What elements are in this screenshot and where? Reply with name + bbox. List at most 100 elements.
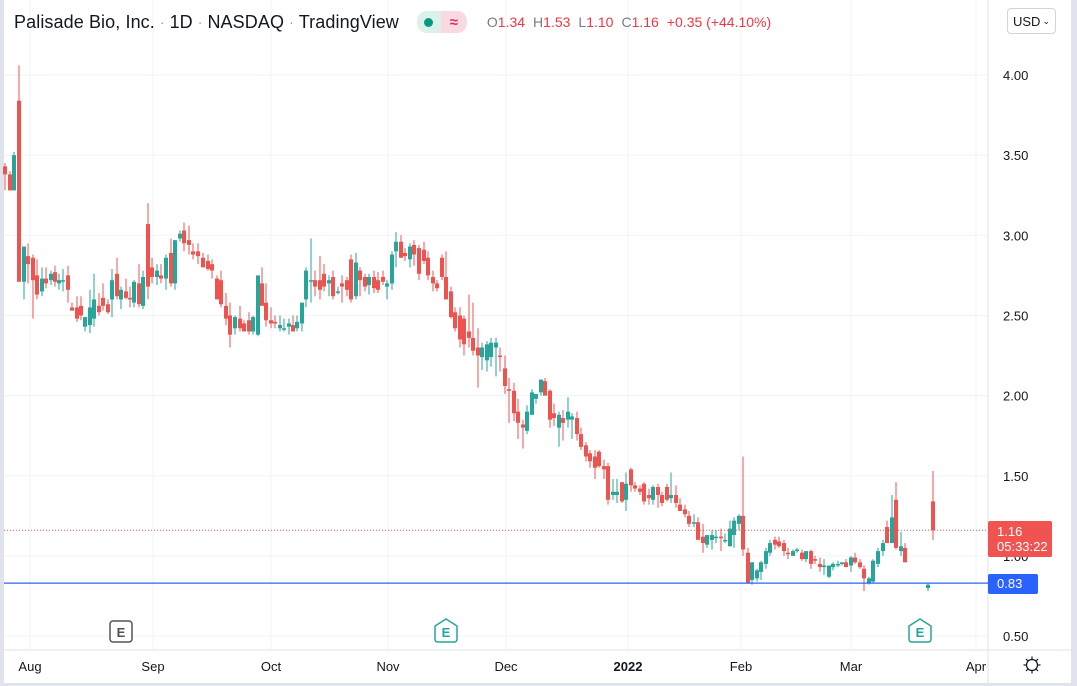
close-label: C	[621, 14, 632, 30]
earnings-marker[interactable]: E	[109, 620, 133, 643]
candle	[242, 320, 246, 332]
candle	[137, 264, 141, 308]
currency-label: USD	[1013, 13, 1041, 29]
time-tick-label: Dec	[494, 659, 518, 674]
candle	[687, 511, 691, 528]
candle	[719, 528, 723, 552]
candle	[372, 270, 376, 294]
horizontal-line-tag[interactable]: 0.83	[988, 574, 1038, 594]
bar-countdown: 05:33:22	[997, 539, 1048, 554]
candle	[647, 488, 651, 505]
high-value: 1.53	[543, 14, 571, 30]
candle	[656, 483, 660, 508]
candle	[881, 539, 885, 556]
close-value: 1.16	[631, 14, 659, 30]
candle	[17, 65, 21, 282]
candle	[327, 275, 331, 297]
candle	[92, 273, 96, 327]
candle	[624, 472, 628, 512]
candle	[201, 252, 205, 268]
candle	[665, 483, 669, 502]
candle	[40, 267, 44, 297]
candle	[66, 265, 70, 303]
candle	[597, 450, 601, 468]
candle	[503, 355, 507, 394]
candle	[61, 268, 65, 292]
candle	[831, 562, 835, 571]
candle	[692, 514, 696, 528]
interval[interactable]: 1D	[169, 11, 193, 32]
candle	[128, 286, 132, 308]
candle	[494, 337, 498, 377]
price-tick-label: 3.50	[1003, 148, 1028, 163]
candle	[101, 283, 105, 311]
gear-icon[interactable]	[1022, 655, 1042, 675]
candle	[394, 232, 398, 268]
candle	[399, 235, 403, 258]
currency-button[interactable]: USD ⌄	[1007, 8, 1056, 34]
candle	[512, 382, 516, 422]
candle	[367, 273, 371, 295]
candle	[336, 286, 340, 295]
candle	[561, 410, 565, 441]
svg-text:E: E	[117, 625, 126, 640]
candle	[849, 555, 853, 572]
candle	[566, 397, 570, 428]
candle	[75, 296, 79, 322]
candle	[827, 565, 831, 579]
candle	[777, 536, 781, 548]
price-axis[interactable]: 4.003.503.002.502.001.501.000.50	[1003, 68, 1028, 644]
exchange: NASDAQ	[207, 11, 285, 32]
candle	[408, 243, 412, 268]
candle	[358, 267, 362, 297]
candle	[557, 411, 561, 447]
candle	[35, 259, 39, 300]
candle	[588, 450, 592, 468]
candle	[440, 254, 444, 281]
time-tick-label: Aug	[18, 659, 41, 674]
candle	[53, 265, 57, 287]
candle	[737, 514, 741, 531]
earnings-marker[interactable]: E	[908, 618, 932, 643]
candle	[840, 562, 844, 566]
candle	[49, 270, 53, 285]
candle	[233, 315, 237, 335]
candle	[26, 243, 30, 284]
change-value: +0.35 (+44.10%)	[666, 14, 772, 30]
ohlc-values: O1.34 H1.53 L1.10 C1.16 +0.35 (+44.10%)	[487, 14, 771, 30]
candle	[79, 296, 83, 321]
symbol-name[interactable]: Palisade Bio, Inc.	[14, 11, 155, 32]
market-status-toggle[interactable]: ≈	[416, 11, 467, 33]
candle	[164, 254, 168, 290]
price-tick-label: 2.00	[1003, 389, 1028, 404]
candle	[651, 485, 655, 505]
time-tick-label: 2022	[614, 659, 643, 674]
candle	[791, 549, 795, 556]
time-tick-label: Nov	[376, 659, 400, 674]
candle	[885, 520, 889, 544]
candle	[141, 270, 145, 310]
candle	[593, 450, 597, 479]
candle	[340, 275, 344, 303]
candle	[238, 305, 242, 332]
candle	[155, 264, 159, 285]
candle	[44, 267, 48, 289]
candle	[178, 230, 182, 242]
candle	[251, 315, 255, 335]
earnings-marker[interactable]: E	[434, 618, 458, 643]
candle	[462, 315, 466, 356]
time-axis[interactable]: Aug Sep Oct Nov Dec 2022 Feb Mar Apr	[18, 659, 986, 674]
candle	[309, 238, 313, 303]
candle	[732, 517, 736, 548]
candle	[191, 243, 195, 260]
candle	[674, 485, 678, 508]
candle	[363, 273, 367, 292]
time-tick-label: Apr	[966, 659, 987, 674]
candle	[313, 270, 317, 297]
candle	[903, 543, 907, 563]
candle	[422, 241, 426, 265]
price-tick-label: 4.00	[1003, 68, 1028, 83]
candle	[476, 328, 480, 388]
